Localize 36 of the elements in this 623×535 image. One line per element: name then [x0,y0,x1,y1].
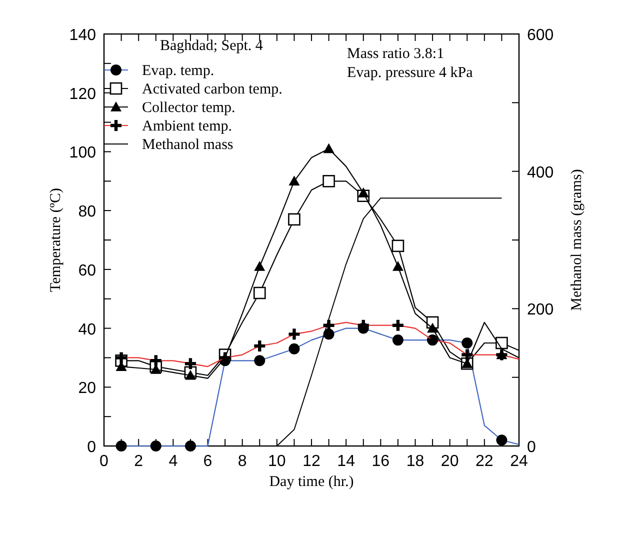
y2-axis-title: Methanol mass (grams) [569,169,585,311]
y-tick-label: 120 [69,86,96,103]
x-tick-label: 2 [134,453,144,470]
y-tick-label: 40 [78,321,96,338]
legend-label: Evap. temp. [142,63,214,79]
y2-tick-label: 0 [527,439,536,456]
x-tick-label: 24 [510,453,528,470]
y2-tick-label: 200 [527,302,554,319]
x-tick-label: 10 [268,453,286,470]
x-tick-label: 14 [337,453,356,470]
y2-tick-label: 400 [527,164,554,182]
x-tick-label: 20 [440,453,459,470]
y-tick-label: 0 [87,439,96,456]
legend-title: Baghdad; Sept. 4 [160,38,264,54]
annotation: Evap. pressure 4 kPa [347,65,474,81]
y2-tick-label: 600 [527,27,554,44]
x-tick-label: 12 [302,453,320,470]
x-axis-title: Day time (hr.) [269,474,354,490]
legend-label: Collector temp. [142,100,236,116]
x-tick-label: 8 [238,453,247,470]
y-tick-label: 100 [69,144,96,162]
y-tick-label: 60 [78,262,96,280]
x-tick-label: 0 [100,453,109,470]
legend-label: Methanol mass [142,137,234,153]
y-tick-label: 80 [78,204,96,221]
x-tick-label: 16 [372,453,390,470]
annotation: Mass ratio 3.8:1 [347,46,444,62]
y-axis-title: Temperature (ºC) [48,188,64,292]
x-tick-label: 18 [406,453,424,470]
x-tick-label: 6 [203,453,212,470]
y-tick-label: 20 [78,380,96,398]
legend-label: Activated carbon temp. [142,82,282,98]
legend-label: Ambient temp. [142,118,232,134]
x-tick-label: 22 [476,453,494,470]
y-tick-label: 140 [69,27,96,44]
x-tick-label: 4 [168,453,178,470]
